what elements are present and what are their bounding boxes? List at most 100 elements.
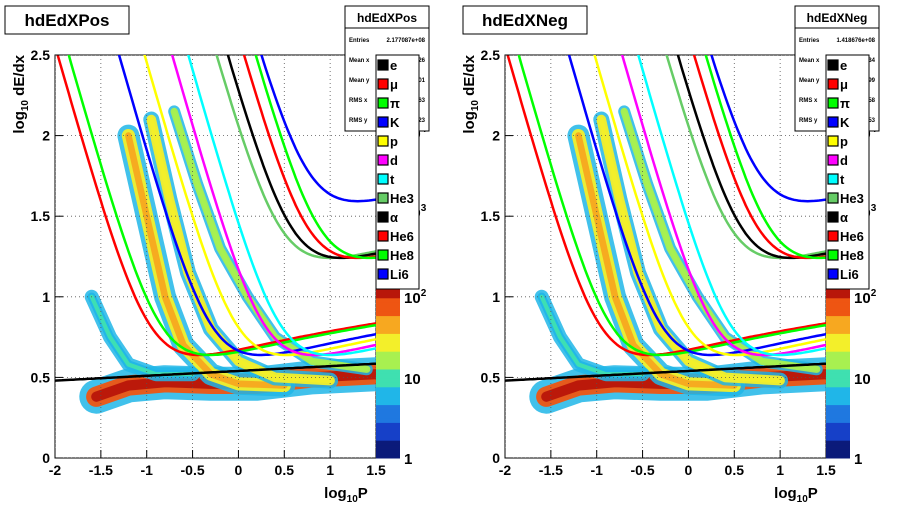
fit-curve-t [637,55,826,357]
legend-marker [377,268,389,280]
x-tick-label: -1.5 [89,462,113,478]
colorbar-cell [376,453,400,459]
x-tick-label: -0.5 [631,462,655,478]
colorbar-cell [826,333,850,339]
plot-area [505,55,826,458]
colorbar-cell [376,435,400,441]
legend-marker [827,173,839,185]
legend-entry: μ [390,77,398,92]
colorbar-cell [826,417,850,423]
stats-value: 99 [868,78,875,84]
stats-label: Mean y [349,78,370,84]
fit-curve-π [67,55,376,357]
x-tick-label: 0 [235,462,243,478]
legend-entry: μ [840,77,848,92]
legend-entry: α [840,210,848,225]
y-axis-label: log10 dE/dx [11,54,31,133]
colorbar-cell [826,391,850,397]
colorbar-cell [826,315,850,321]
colorbar-cell [376,342,400,348]
x-tick-label: -1 [590,462,603,478]
legend-marker [827,116,839,128]
legend-entry: d [840,153,848,168]
stats-value: 2.177087e+08 [386,38,425,44]
fit-curve-He3 [665,55,826,260]
colorbar-cell [376,288,400,294]
y-tick-label: 1.5 [481,208,501,224]
colorbar-cell [826,404,850,410]
plot-area [55,55,376,458]
stats-title: hdEdXNeg [807,11,868,25]
fit-curve-Li6 [710,55,826,203]
legend-marker [377,173,389,185]
y-tick-label: 2 [492,128,500,144]
colorbar-cell [376,328,400,334]
colorbar-cell [826,373,850,379]
x-tick-label: -2 [499,462,512,478]
stats-value: 1.418676e+08 [836,38,875,44]
legend-entry: p [390,134,398,149]
legend-marker [827,97,839,109]
colorbar-cell [826,302,850,308]
legend-entry: π [840,96,850,111]
colorbar-cell [376,311,400,317]
stats-label: Mean y [799,78,820,84]
chart-title: hdEdXNeg [482,11,568,30]
x-tick-label: 1 [776,462,784,478]
colorbar-cell [826,409,850,414]
fit-curve-Li6 [260,55,376,203]
grid-lines [505,55,826,458]
legend-marker [827,230,839,242]
legend-marker [377,249,389,261]
colorbar-cell [826,431,850,437]
colorbar-cell [826,400,850,406]
colorbar-cell [376,302,400,308]
chart-title-box: hdEdXNeg [462,5,588,35]
colorbar-cell [826,382,850,388]
colorbar-cell [376,417,400,423]
y-tick-label: 2 [42,128,50,144]
x-tick-label: -1.5 [539,462,563,478]
colorbar-cell [826,422,850,428]
legend-entry: K [840,115,850,130]
fit-curve-p [593,55,826,357]
colorbar-cell [826,346,850,352]
legend-marker [377,116,389,128]
colorbar-cell [826,444,850,450]
y-tick-label: 2.5 [31,47,51,63]
legend-entry: p [840,134,848,149]
fit-curve-He6 [692,55,826,260]
colorbar-cell [826,328,850,334]
colorbar-cell [826,364,850,370]
legend-marker [377,211,389,223]
legend-entry: e [390,58,397,73]
fit-curve-t [187,55,376,357]
colorbar-tick-label: 102 [404,288,427,307]
x-tick-label: 1.5 [366,462,386,478]
legend-entry: He6 [840,229,864,244]
fit-curve-α [226,55,376,260]
colorbar-cell [376,306,400,312]
colorbar-cell [376,337,400,343]
legend-entry: He8 [840,248,864,263]
legend-marker [377,59,389,71]
colorbar-cell [376,333,400,339]
colorbar-cell [376,382,400,388]
stats-label: RMS x [799,98,818,104]
colorbar-cell [376,355,400,361]
stats-label: Entries [349,38,370,44]
stats-value: 23 [418,118,425,124]
x-tick-label: 0 [685,462,693,478]
legend-entry: K [390,115,400,130]
legend-entry: e [840,58,847,73]
stats-label: RMS y [799,118,818,124]
colorbar-cell [376,404,400,410]
colorbar-cell [826,413,850,419]
stats-value: 01 [418,78,425,84]
legend-entry: d [390,153,398,168]
legend-marker [377,154,389,166]
y-tick-label: 0 [42,450,50,466]
legend-marker [827,192,839,204]
